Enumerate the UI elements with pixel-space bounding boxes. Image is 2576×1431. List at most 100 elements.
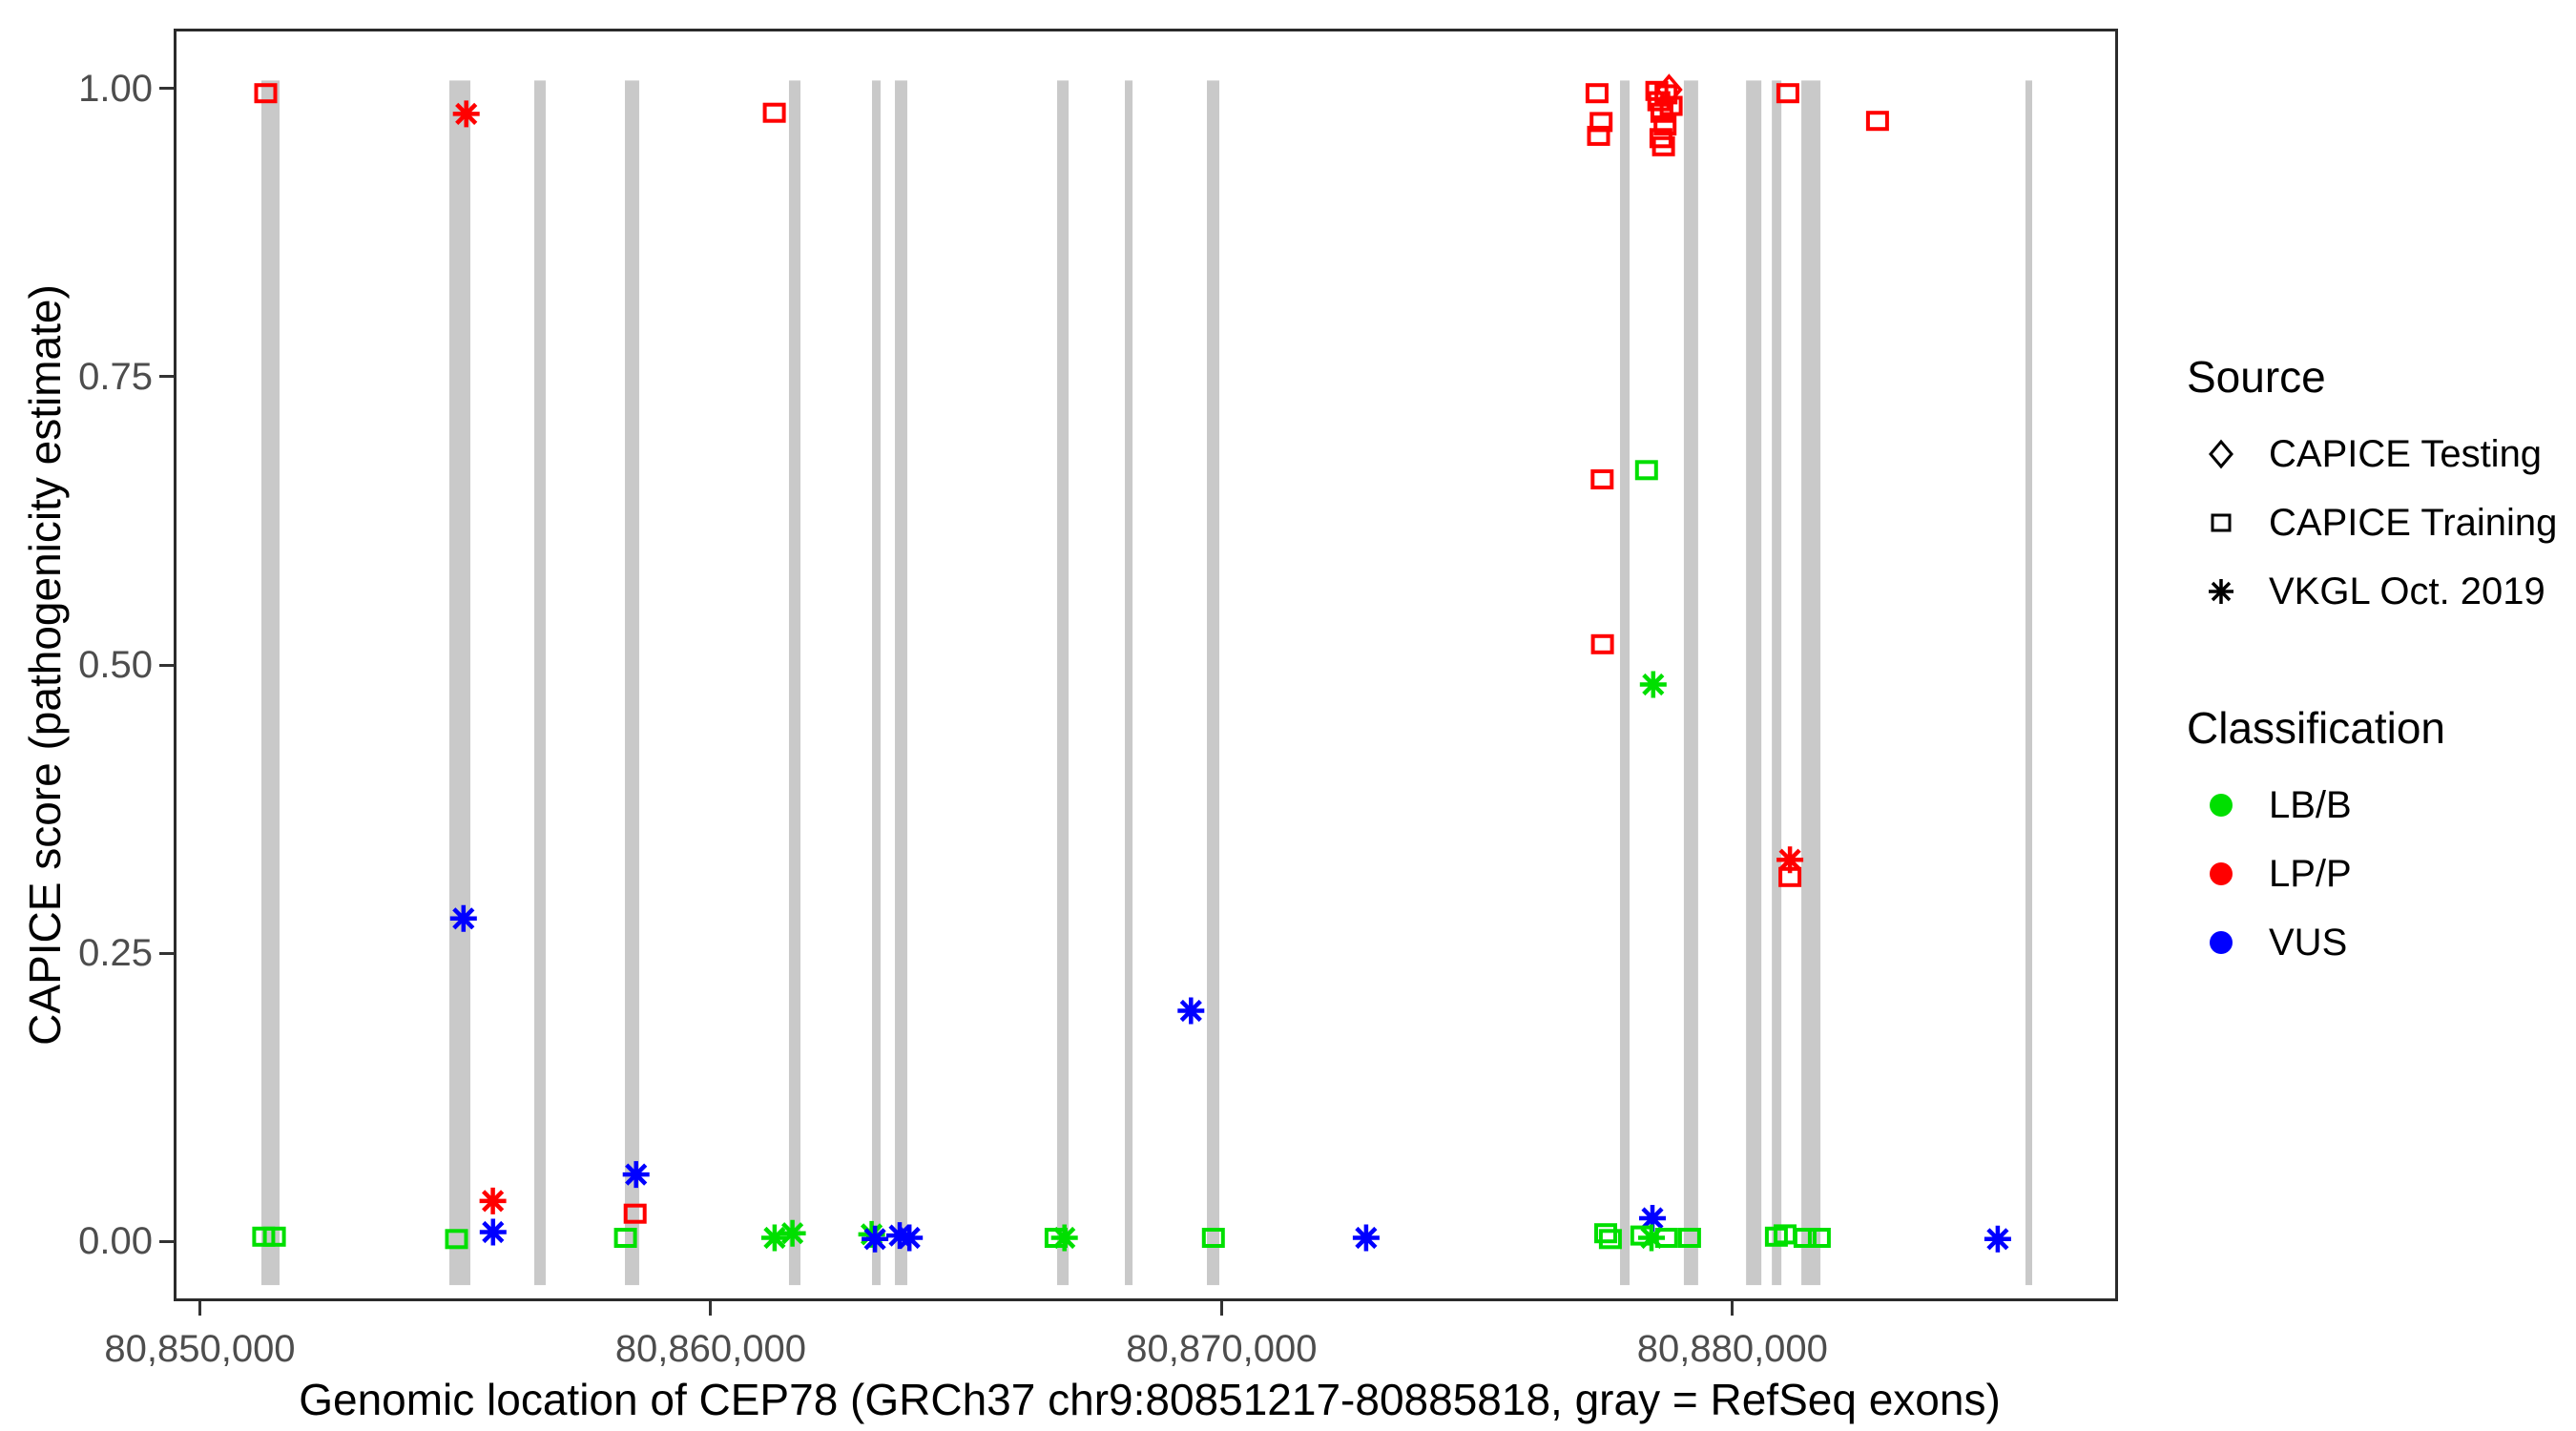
refseq-exon-bar [1207,80,1220,1286]
legend-item-capice-testing: CAPICE Testing [2187,420,2568,488]
refseq-exon-bar [1057,80,1070,1286]
refseq-exon-bar [788,80,801,1286]
data-point [449,904,477,932]
data-point [1650,102,1673,123]
refseq-exon-bar [1772,80,1782,1286]
x-tick-label: 80,880,000 [1636,1328,1828,1370]
y-tick-mark [159,87,174,91]
data-point [1647,91,1671,112]
data-point [760,1224,788,1252]
x-tick-mark [709,1301,713,1316]
data-point [1639,1205,1666,1232]
refseq-exon-bar [2025,80,2032,1286]
y-tick-mark [159,663,174,667]
data-point [896,1224,924,1252]
data-point [762,102,786,123]
data-point [1776,83,1799,104]
legend-item-lpp: LP/P [2187,840,2568,908]
data-point [886,1222,913,1250]
x-tick-mark [1731,1301,1735,1316]
y-tick-label: 1.00 [78,67,153,110]
legend-item-label: CAPICE Testing [2269,432,2543,475]
green-dot-icon [2187,794,2255,817]
data-point [1585,83,1609,104]
x-tick-mark [1219,1301,1223,1316]
data-point [1589,112,1613,133]
data-point [1652,135,1675,156]
data-point [1634,460,1658,481]
data-point [779,1219,806,1247]
x-tick-mark [197,1301,201,1316]
x-tick-label: 80,860,000 [614,1328,807,1370]
data-point [1653,115,1677,135]
red-dot-icon [2187,862,2255,885]
refseq-exon-bar [894,80,907,1286]
refseq-exon-bar [260,80,280,1286]
data-point [1807,1228,1831,1248]
data-point [1630,1225,1653,1246]
legend-item-capice-training: CAPICE Training [2187,488,2568,557]
y-tick-mark [159,1239,174,1243]
data-point [1793,1228,1817,1248]
legend-item-label: VKGL Oct. 2019 [2269,570,2545,612]
square-icon [2187,504,2255,542]
legend-item-label: CAPICE Training [2269,501,2558,544]
data-point [623,1203,647,1224]
data-point [613,1228,637,1248]
legend-item-lbb: LB/B [2187,771,2568,840]
refseq-exon-bar [1801,80,1821,1286]
data-point [1639,671,1667,698]
data-point [622,1161,650,1189]
data-point [1594,1223,1617,1244]
legend-classification-title: Classification [2187,703,2445,753]
y-tick-mark [159,951,174,955]
data-point [1590,633,1614,654]
legend: Source CAPICE Testing CAPICE Training VK… [2187,351,2568,977]
data-point [1050,1224,1078,1252]
refseq-exon-bar [1619,80,1630,1286]
y-tick-label: 0.75 [78,355,153,398]
data-point [262,1226,286,1247]
data-point [445,1229,468,1250]
data-point [1778,866,1802,887]
y-tick-label: 0.25 [78,932,153,975]
x-axis-title: Genomic location of CEP78 (GRCh37 chr9:8… [299,1375,2001,1424]
x-tick-label: 80,870,000 [1126,1328,1318,1370]
data-point [1776,846,1804,874]
legend-source-title: Source [2187,352,2326,402]
data-point [1598,1229,1622,1250]
diamond-icon [2187,435,2255,473]
data-point [1177,997,1205,1025]
data-point [862,1225,889,1253]
legend-item-vkgl: VKGL Oct. 2019 [2187,557,2568,626]
y-tick-label: 0.50 [78,644,153,686]
data-point [1865,111,1889,132]
refseq-exon-bar [533,80,546,1286]
legend-item-label: VUS [2269,921,2348,964]
data-point [479,1218,507,1246]
legend-item-label: LB/B [2269,783,2352,826]
data-point [479,1187,507,1214]
refseq-exon-bar [1125,80,1133,1286]
refseq-exon-bar [871,80,881,1286]
blue-dot-icon [2187,931,2255,954]
y-axis-title: CAPICE score (pathogenicity estimate) [20,284,70,1046]
legend-item-vus: VUS [2187,908,2568,977]
refseq-exon-bar [624,80,639,1286]
y-tick-mark [159,375,174,379]
data-point [1352,1224,1380,1252]
asterisk-icon [2187,570,2255,612]
data-point [1654,1228,1678,1248]
legend-item-label: LP/P [2269,852,2352,895]
plot-panel [174,29,2118,1301]
data-point [1587,125,1610,146]
data-point [1984,1225,2011,1253]
x-tick-label: 80,850,000 [104,1328,296,1370]
y-tick-label: 0.00 [78,1220,153,1263]
panel-border [174,29,2118,1301]
refseq-exon-bar [1683,80,1698,1286]
refseq-exon-bar [448,80,470,1286]
data-point [452,100,480,128]
data-point [1590,469,1614,489]
data-point [254,83,278,104]
